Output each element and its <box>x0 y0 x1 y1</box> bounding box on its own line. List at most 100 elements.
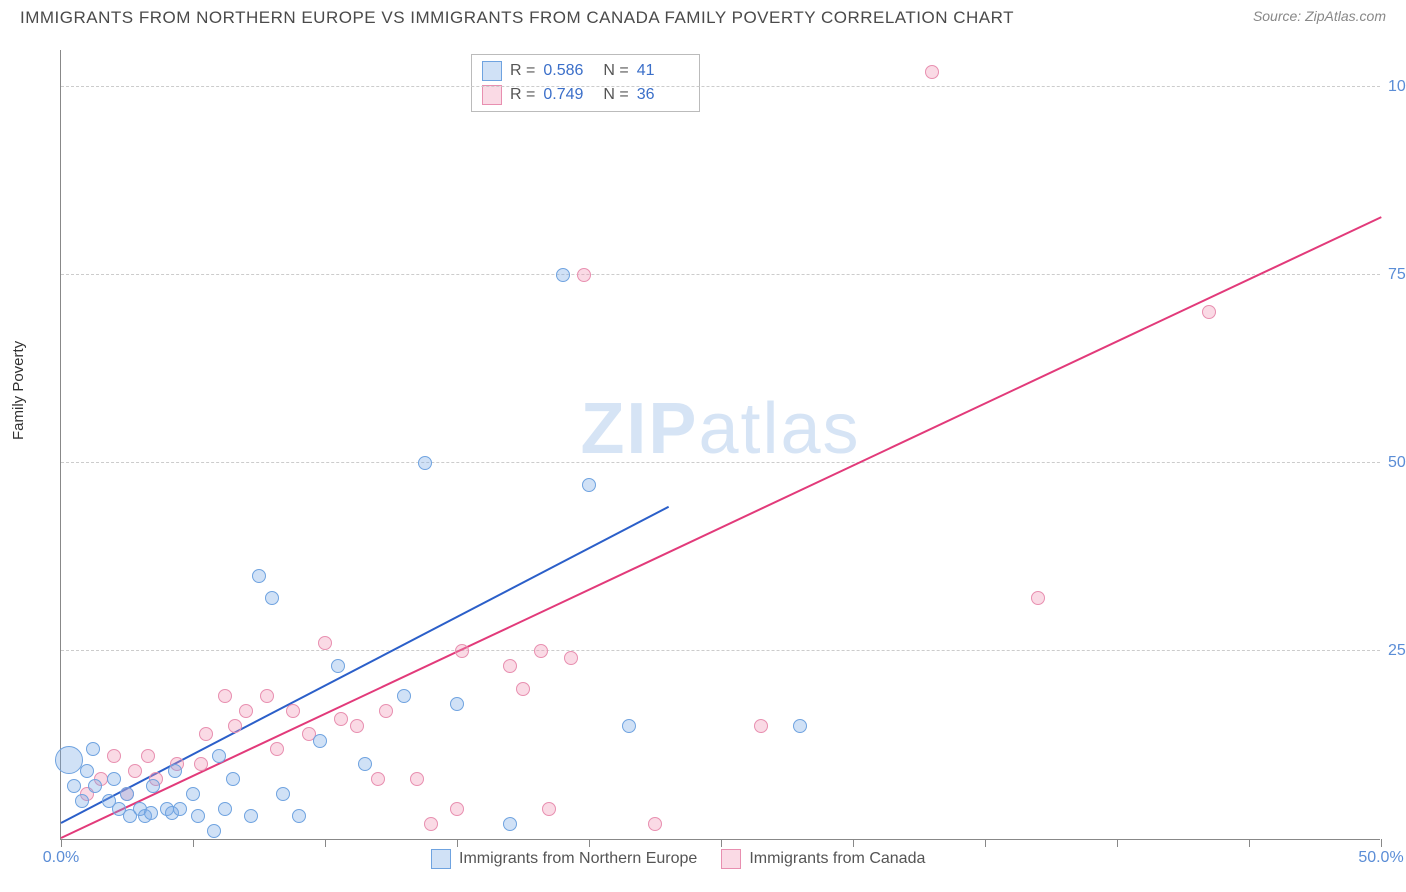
data-point-a <box>252 569 266 583</box>
swatch-series-b-icon <box>482 85 502 105</box>
data-point-b <box>424 817 438 831</box>
data-point-a <box>397 689 411 703</box>
y-tick-label: 25.0% <box>1388 642 1406 660</box>
data-point-b <box>371 772 385 786</box>
n-value-a: 41 <box>637 62 689 80</box>
data-point-a <box>207 824 221 838</box>
x-tick-label: 50.0% <box>1358 849 1403 867</box>
data-point-a <box>292 809 306 823</box>
data-point-b <box>542 802 556 816</box>
data-point-a <box>88 779 102 793</box>
data-point-a <box>503 817 517 831</box>
x-tick <box>61 839 62 847</box>
data-point-b <box>128 764 142 778</box>
correlation-legend: R = 0.586 N = 41 R = 0.749 N = 36 <box>471 54 700 112</box>
r-value-a: 0.586 <box>543 62 595 80</box>
data-point-b <box>199 727 213 741</box>
data-point-a <box>186 787 200 801</box>
x-tick <box>1117 839 1118 847</box>
swatch-series-a-icon <box>482 61 502 81</box>
data-point-a <box>313 734 327 748</box>
data-point-b <box>260 689 274 703</box>
data-point-a <box>622 719 636 733</box>
data-point-a <box>582 478 596 492</box>
legend-item-b: Immigrants from Canada <box>721 849 925 869</box>
n-label-a: N = <box>603 62 628 80</box>
gridline <box>61 274 1380 275</box>
data-point-a <box>556 268 570 282</box>
data-point-a <box>358 757 372 771</box>
data-point-b <box>516 682 530 696</box>
data-point-b <box>318 636 332 650</box>
data-point-a <box>244 809 258 823</box>
watermark-text: ZIPatlas <box>580 388 860 470</box>
data-point-a <box>191 809 205 823</box>
data-point-a <box>418 456 432 470</box>
data-point-a <box>107 772 121 786</box>
data-point-b <box>1202 305 1216 319</box>
chart-title: IMMIGRANTS FROM NORTHERN EUROPE VS IMMIG… <box>20 8 1014 28</box>
x-tick <box>589 839 590 847</box>
data-point-a <box>168 764 182 778</box>
data-point-a <box>75 794 89 808</box>
n-label-b: N = <box>603 86 628 104</box>
data-point-a <box>265 591 279 605</box>
x-tick <box>721 839 722 847</box>
y-tick-label: 75.0% <box>1388 266 1406 284</box>
legend-row-a: R = 0.586 N = 41 <box>482 59 689 83</box>
data-point-b <box>350 719 364 733</box>
data-point-a <box>331 659 345 673</box>
swatch-series-b-icon <box>721 849 741 869</box>
data-point-a <box>450 697 464 711</box>
data-point-b <box>455 644 469 658</box>
x-tick <box>193 839 194 847</box>
data-point-a <box>144 806 158 820</box>
data-point-b <box>534 644 548 658</box>
data-point-a <box>86 742 100 756</box>
x-tick <box>853 839 854 847</box>
data-point-a <box>55 746 83 774</box>
data-point-b <box>754 719 768 733</box>
x-tick-label: 0.0% <box>43 849 79 867</box>
gridline <box>61 86 1380 87</box>
data-point-a <box>80 764 94 778</box>
data-point-a <box>226 772 240 786</box>
y-tick-label: 100.0% <box>1388 78 1406 96</box>
scatter-chart: ZIPatlas R = 0.586 N = 41 R = 0.749 N = … <box>60 50 1380 840</box>
data-point-b <box>1031 591 1045 605</box>
data-point-a <box>276 787 290 801</box>
data-point-a <box>218 802 232 816</box>
y-tick-label: 50.0% <box>1388 454 1406 472</box>
source-attribution: Source: ZipAtlas.com <box>1253 8 1386 24</box>
x-tick <box>457 839 458 847</box>
data-point-b <box>925 65 939 79</box>
data-point-b <box>503 659 517 673</box>
data-point-b <box>577 268 591 282</box>
data-point-b <box>334 712 348 726</box>
data-point-a <box>120 787 134 801</box>
data-point-a <box>173 802 187 816</box>
x-tick <box>985 839 986 847</box>
data-point-b <box>286 704 300 718</box>
data-point-b <box>228 719 242 733</box>
data-point-b <box>194 757 208 771</box>
data-point-b <box>218 689 232 703</box>
data-point-b <box>564 651 578 665</box>
y-axis-label: Family Poverty <box>10 341 27 440</box>
x-tick <box>1249 839 1250 847</box>
x-tick <box>325 839 326 847</box>
data-point-b <box>239 704 253 718</box>
r-label-b: R = <box>510 86 535 104</box>
data-point-a <box>67 779 81 793</box>
watermark-atlas: atlas <box>698 389 860 469</box>
swatch-series-a-icon <box>431 849 451 869</box>
r-label-a: R = <box>510 62 535 80</box>
series-legend: Immigrants from Northern Europe Immigran… <box>431 849 925 869</box>
legend-item-a: Immigrants from Northern Europe <box>431 849 697 869</box>
gridline <box>61 462 1380 463</box>
x-tick <box>1381 839 1382 847</box>
data-point-a <box>146 779 160 793</box>
data-point-b <box>141 749 155 763</box>
data-point-b <box>648 817 662 831</box>
data-point-a <box>212 749 226 763</box>
